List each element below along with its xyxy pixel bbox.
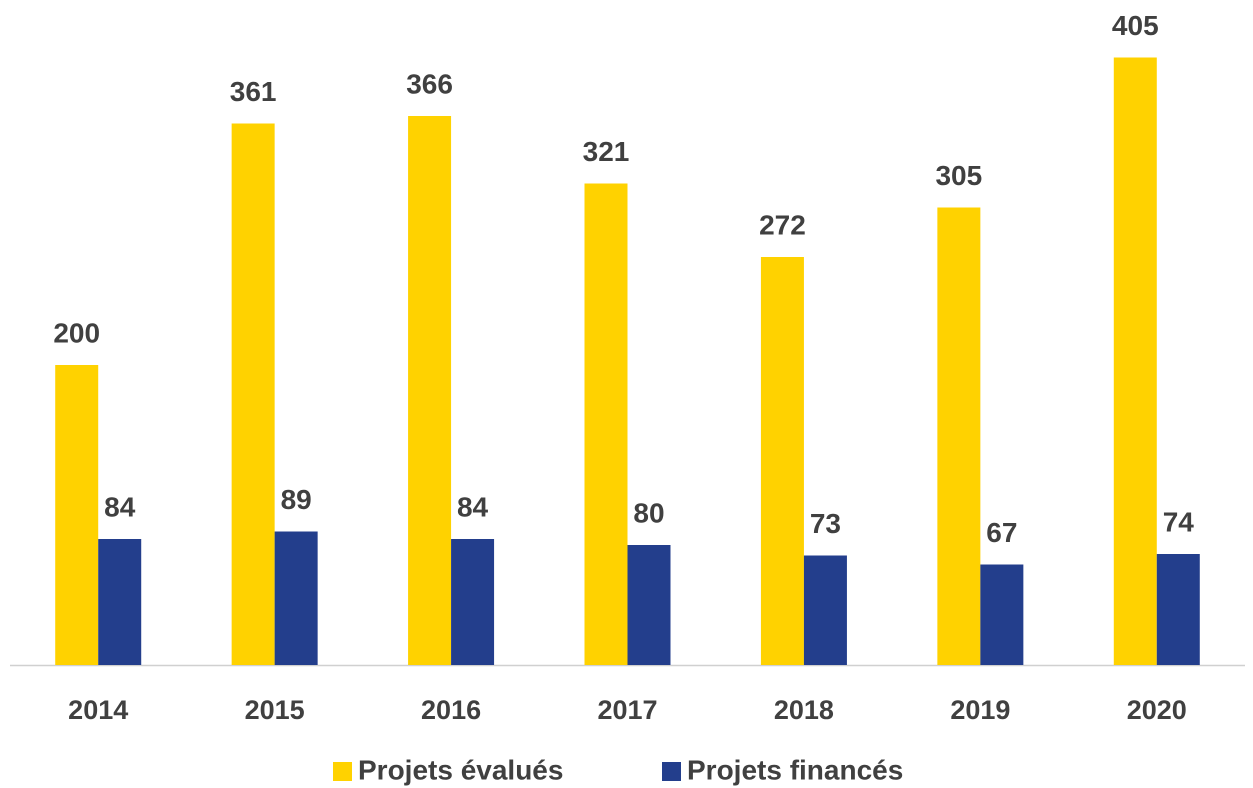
legend-label: Projets évalués — [358, 754, 563, 785]
data-label: 321 — [583, 136, 630, 167]
bar — [55, 365, 99, 665]
data-label: 84 — [457, 491, 489, 522]
data-label: 80 — [633, 497, 664, 528]
bar — [1113, 57, 1157, 665]
data-label: 305 — [935, 160, 982, 191]
data-label: 361 — [230, 76, 277, 107]
bar — [980, 564, 1024, 665]
bar — [274, 531, 318, 665]
legend-swatch — [333, 762, 352, 781]
data-label: 74 — [1163, 506, 1195, 537]
x-tick-label: 2014 — [68, 695, 128, 725]
legend-swatch — [662, 762, 681, 781]
bar — [408, 116, 452, 665]
x-tick-label: 2015 — [245, 695, 305, 725]
data-label: 272 — [759, 209, 806, 240]
data-label: 67 — [986, 517, 1017, 548]
bar — [231, 123, 275, 665]
bar — [760, 257, 804, 665]
data-label: 366 — [406, 68, 453, 99]
bar — [584, 183, 628, 665]
x-tick-label: 2017 — [597, 695, 657, 725]
data-label: 200 — [53, 317, 100, 348]
bar — [627, 545, 671, 665]
bar — [937, 207, 981, 665]
data-label: 405 — [1112, 10, 1159, 41]
x-tick-label: 2019 — [950, 695, 1010, 725]
x-tick-label: 2018 — [774, 695, 834, 725]
bar — [451, 539, 495, 665]
x-tick-label: 2016 — [421, 695, 481, 725]
bar — [98, 539, 142, 665]
data-label: 84 — [104, 491, 136, 522]
bar — [1156, 554, 1200, 665]
legend-label: Projets financés — [687, 754, 903, 785]
x-tick-label: 2020 — [1127, 695, 1187, 725]
data-label: 89 — [281, 484, 312, 515]
data-label: 73 — [810, 508, 841, 539]
bar — [803, 555, 847, 665]
